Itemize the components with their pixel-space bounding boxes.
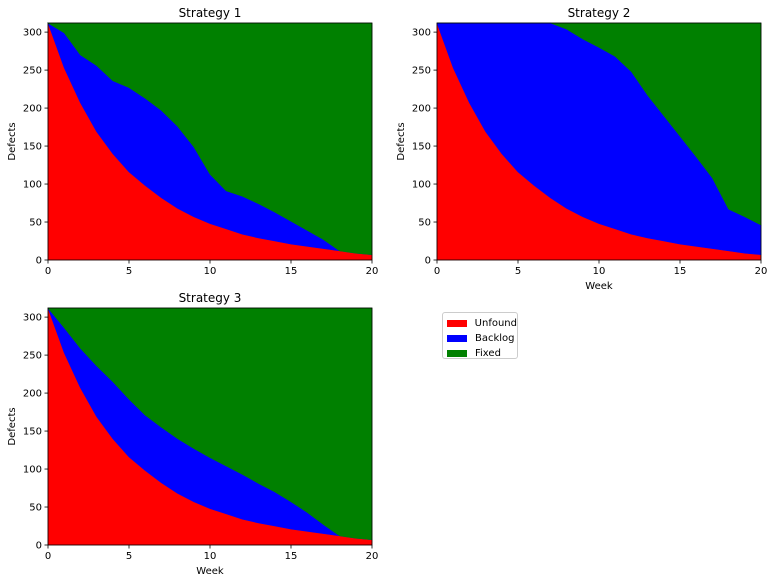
x-tick-label: 5 (126, 551, 132, 562)
legend-swatch-unfound (447, 320, 467, 327)
y-tick-label: 300 (23, 28, 42, 39)
chart-title: Strategy 2 (568, 6, 631, 20)
y-tick-label: 300 (23, 313, 42, 324)
y-tick-label: 50 (29, 503, 42, 514)
y-tick-label: 300 (412, 28, 431, 39)
x-tick-label: 15 (285, 266, 298, 277)
legend-label-fixed: Fixed (475, 348, 501, 359)
y-tick-label: 100 (412, 180, 431, 191)
x-tick-label: 0 (434, 266, 440, 277)
x-tick-label: 15 (674, 266, 687, 277)
x-tick-label: 10 (204, 266, 217, 277)
chart-title: Strategy 3 (179, 291, 242, 305)
x-tick-label: 10 (204, 551, 217, 562)
y-tick-label: 250 (23, 351, 42, 362)
y-tick-label: 250 (23, 66, 42, 77)
y-tick-label: 150 (23, 142, 42, 153)
y-tick-label: 150 (412, 142, 431, 153)
x-tick-label: 5 (126, 266, 132, 277)
y-tick-label: 200 (23, 104, 42, 115)
legend-label-unfound: Unfound (474, 318, 517, 329)
x-tick-label: 0 (45, 266, 51, 277)
y-tick-label: 50 (418, 218, 431, 229)
x-tick-label: 20 (366, 266, 379, 277)
x-axis-label: Week (196, 566, 224, 577)
y-tick-label: 100 (23, 465, 42, 476)
y-axis-label: Defects (7, 407, 18, 445)
legend-label-backlog: Backlog (475, 333, 515, 344)
y-tick-label: 0 (36, 256, 42, 267)
legend-swatch-fixed (447, 350, 467, 357)
y-tick-label: 50 (29, 218, 42, 229)
legend-swatch-backlog (447, 335, 467, 342)
y-tick-label: 200 (23, 389, 42, 400)
y-axis-label: Defects (7, 122, 18, 160)
y-tick-label: 200 (412, 104, 431, 115)
legend-item-backlog: Backlog (447, 331, 517, 346)
x-tick-label: 10 (593, 266, 606, 277)
y-axis-label: Defects (396, 122, 407, 160)
y-tick-label: 0 (36, 541, 42, 552)
legend: Unfound Backlog Fixed (442, 312, 518, 359)
legend-item-unfound: Unfound (447, 316, 517, 331)
y-tick-label: 150 (23, 427, 42, 438)
x-axis-label: Week (585, 281, 613, 292)
legend-item-fixed: Fixed (447, 346, 517, 361)
chart-title: Strategy 1 (179, 6, 242, 20)
y-tick-label: 0 (425, 256, 431, 267)
x-tick-label: 20 (366, 551, 379, 562)
x-tick-label: 15 (285, 551, 298, 562)
y-tick-label: 100 (23, 180, 42, 191)
x-tick-label: 5 (515, 266, 521, 277)
x-tick-label: 0 (45, 551, 51, 562)
x-tick-label: 20 (755, 266, 768, 277)
y-tick-label: 250 (412, 66, 431, 77)
